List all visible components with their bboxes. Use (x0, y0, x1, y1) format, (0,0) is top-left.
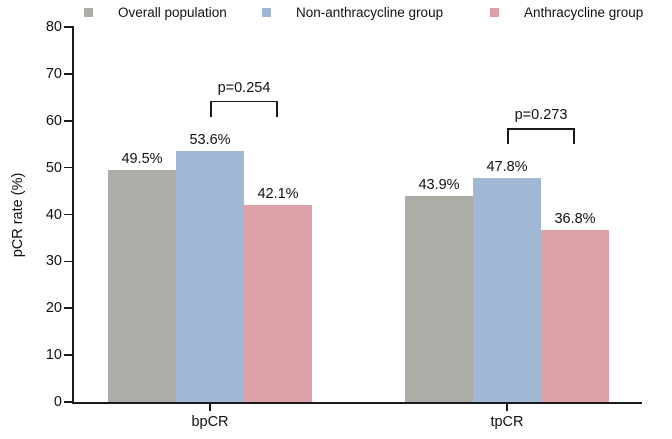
significance-bracket (507, 127, 575, 130)
bar-value-label: 36.8% (554, 210, 596, 227)
category-label-bpCR: bpCR (191, 414, 229, 430)
bar-bpCR-series1 (176, 150, 244, 402)
bar-value-label: 43.9% (418, 177, 460, 194)
y-axis-tick (64, 401, 72, 403)
y-tick-label: 0 (53, 394, 62, 410)
y-axis-tick (64, 354, 72, 356)
legend-swatch-anthracycline-group-icon (490, 7, 499, 17)
significance-bracket-leg (276, 100, 278, 117)
y-tick-label: 80 (45, 19, 62, 35)
legend-label: Overall population (118, 4, 227, 20)
y-axis-tick (64, 213, 72, 216)
p-value-label: p=0.254 (217, 79, 271, 96)
y-axis-tick (64, 26, 72, 28)
category-label-tpCR: tpCR (490, 414, 524, 430)
y-axis-tick (64, 307, 72, 310)
legend-swatch-overall-population-icon (84, 7, 93, 17)
legend-item-anthracycline-group: Anthracycline group (490, 3, 643, 21)
y-tick-label: 50 (45, 159, 62, 176)
y-axis-tick (64, 166, 72, 169)
bar-value-label: 47.8% (486, 158, 528, 175)
y-tick-label: 30 (45, 253, 62, 270)
y-axis-tick (64, 260, 72, 263)
bar-bpCR-series0 (108, 169, 176, 402)
x-axis-tick (506, 404, 508, 411)
bar-tpCR-series2 (541, 229, 609, 402)
y-tick-label: 60 (45, 112, 62, 129)
legend-label: Non-anthracycline group (296, 4, 444, 20)
p-value-label: p=0.273 (514, 106, 568, 123)
significance-bracket-leg (507, 127, 509, 144)
significance-bracket-leg (573, 127, 575, 144)
significance-bracket-leg (210, 100, 212, 117)
x-axis-line (72, 402, 642, 404)
y-axis-tick (64, 119, 72, 122)
bar-value-label: 53.6% (189, 131, 231, 148)
bar-value-label: 42.1% (257, 185, 299, 202)
y-tick-label: 20 (45, 300, 62, 317)
y-tick-label: 10 (45, 347, 62, 364)
bar-tpCR-series1 (473, 177, 541, 402)
legend-label: Anthracycline group (524, 4, 644, 20)
legend-item-overall-population: Overall population (84, 3, 227, 21)
legend-item-non-anthracycline-group: Non-anthracycline group (262, 3, 443, 21)
y-axis-line (72, 26, 74, 404)
y-tick-label: 40 (45, 206, 62, 223)
significance-bracket (210, 100, 278, 103)
bar-tpCR-series0 (405, 196, 473, 402)
bar-value-label: 49.5% (121, 150, 163, 167)
x-axis-tick (209, 404, 211, 411)
legend-swatch-non-anthracycline-group-icon (262, 7, 271, 17)
y-axis-tick (64, 73, 72, 75)
y-tick-label: 70 (45, 65, 62, 82)
bar-bpCR-series2 (244, 204, 312, 402)
